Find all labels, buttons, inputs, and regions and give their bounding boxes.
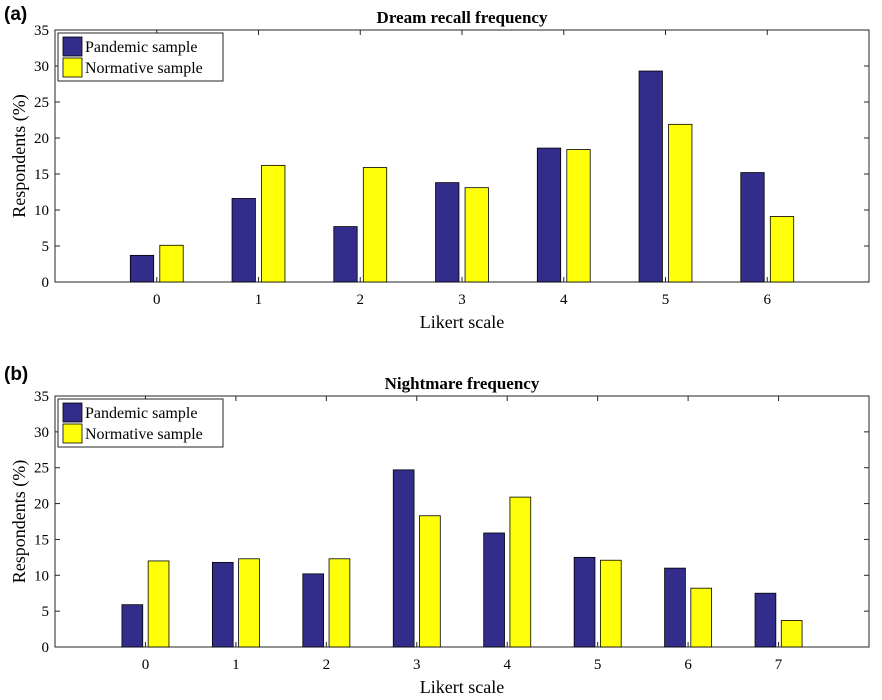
b-y-tick-label: 15 xyxy=(34,532,49,548)
a-y-tick-label: 30 xyxy=(34,59,49,75)
b-x-tick-label: 2 xyxy=(323,657,331,673)
b-bar-normative xyxy=(690,587,713,648)
b-bar-pandemic xyxy=(392,469,415,648)
b-bar-normative xyxy=(419,515,441,648)
b-y-tick-label: 0 xyxy=(42,640,50,656)
b-legend-label: Normative sample xyxy=(85,426,203,443)
panel-label-b: (b) xyxy=(4,364,29,385)
a-y-tick-label: 35 xyxy=(34,23,49,39)
b-chart-title: Nightmare frequency xyxy=(385,374,540,393)
b-y-tick-label: 35 xyxy=(34,389,49,405)
a-x-axis-label: Likert scale xyxy=(420,312,504,332)
a-y-tick-label: 25 xyxy=(34,95,49,111)
a-y-tick-label: 0 xyxy=(42,275,50,291)
b-bar-pandemic xyxy=(573,556,596,648)
b-bar-pandemic xyxy=(483,532,505,648)
b-x-tick-label: 4 xyxy=(503,657,511,673)
b-x-tick-label: 1 xyxy=(232,657,240,673)
a-bar-normative xyxy=(566,149,591,283)
b-legend-swatch xyxy=(62,402,83,423)
b-y-tick-label: 5 xyxy=(42,604,50,620)
b-legend-label: Pandemic sample xyxy=(85,405,197,422)
b-bar-normative xyxy=(328,558,351,648)
b-y-tick-label: 20 xyxy=(34,497,49,513)
b-bar-pandemic xyxy=(211,561,234,648)
b-x-tick-label: 0 xyxy=(142,657,150,673)
b-y-tick-label: 10 xyxy=(34,568,49,584)
a-legend-swatch xyxy=(62,36,83,57)
b-x-tick-label: 3 xyxy=(413,657,421,673)
a-bar-normative xyxy=(668,123,693,283)
a-x-tick-label: 5 xyxy=(662,292,670,308)
b-bar-pandemic xyxy=(302,573,325,648)
b-y-tick-label: 25 xyxy=(34,461,49,477)
b-bar-normative xyxy=(509,496,532,648)
a-bar-normative xyxy=(362,167,388,283)
a-y-tick-label: 15 xyxy=(34,167,49,183)
a-bar-pandemic xyxy=(536,147,562,283)
a-x-tick-label: 0 xyxy=(153,292,161,308)
a-bar-pandemic xyxy=(129,254,155,283)
b-y-axis-label: Respondents (%) xyxy=(9,460,30,583)
b-bar-normative xyxy=(238,558,260,648)
b-bar-pandemic xyxy=(754,592,777,648)
a-bar-pandemic xyxy=(740,172,765,283)
panel-label-a: (a) xyxy=(4,4,28,25)
a-bar-pandemic xyxy=(638,70,663,283)
a-bar-normative xyxy=(769,216,795,283)
a-x-tick-label: 2 xyxy=(357,292,365,308)
a-y-axis-label: Respondents (%) xyxy=(9,94,30,217)
a-legend-label: Normative sample xyxy=(85,60,203,77)
a-bar-normative xyxy=(261,164,286,283)
b-bar-pandemic xyxy=(664,567,686,648)
a-legend-box xyxy=(57,32,224,82)
b-bar-normative xyxy=(599,559,622,648)
b-legend-swatch xyxy=(62,423,83,444)
b-x-tick-label: 6 xyxy=(684,657,692,673)
b-x-tick-label: 5 xyxy=(594,657,602,673)
a-bar-pandemic xyxy=(333,226,358,283)
a-bar-pandemic xyxy=(231,198,256,283)
a-x-tick-label: 3 xyxy=(458,292,466,308)
b-x-tick-label: 7 xyxy=(775,657,783,673)
b-bar-normative xyxy=(147,560,170,648)
b-x-axis-label: Likert scale xyxy=(420,677,504,697)
a-y-tick-label: 20 xyxy=(34,131,49,147)
a-bar-normative xyxy=(159,244,184,283)
b-y-tick-label: 30 xyxy=(34,425,49,441)
a-y-tick-label: 10 xyxy=(34,203,49,219)
a-x-tick-label: 4 xyxy=(560,292,568,308)
a-legend-swatch xyxy=(62,57,83,78)
a-legend-label: Pandemic sample xyxy=(85,39,197,56)
a-x-tick-label: 6 xyxy=(764,292,772,308)
b-bar-normative xyxy=(780,620,803,648)
a-bar-normative xyxy=(464,187,489,283)
b-bar-pandemic xyxy=(121,604,144,648)
a-bar-pandemic xyxy=(435,182,460,283)
b-legend-box xyxy=(57,398,224,448)
a-y-tick-label: 5 xyxy=(42,239,50,255)
a-chart-title: Dream recall frequency xyxy=(377,8,548,27)
a-x-tick-label: 1 xyxy=(255,292,263,308)
nightmare-chart: Nightmare frequency 0 5 10 15 20 25 30 35 0 1 2 3 4 5 6… xyxy=(9,374,870,697)
